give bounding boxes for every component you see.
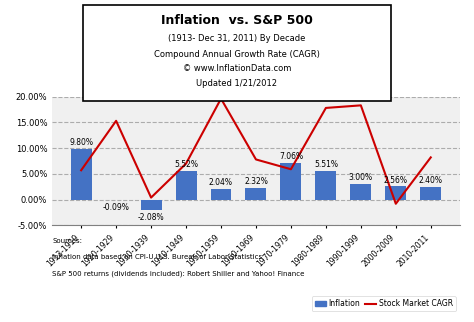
Text: 3.00%: 3.00% [349, 173, 373, 182]
Bar [385, 186, 406, 200]
Bar [315, 171, 337, 200]
Text: (1913- Dec 31, 2011) By Decade: (1913- Dec 31, 2011) By Decade [168, 34, 306, 43]
Text: Inflation data based on CPI-U U.S. Bureau of Labor Statistics: Inflation data based on CPI-U U.S. Burea… [52, 254, 262, 260]
Text: 5.51%: 5.51% [314, 160, 338, 169]
Text: -0.09%: -0.09% [103, 203, 129, 212]
Bar [350, 184, 371, 200]
Text: © www.InflationData.com: © www.InflationData.com [183, 64, 291, 73]
Text: 2.56%: 2.56% [384, 175, 408, 185]
Text: 2.32%: 2.32% [244, 177, 268, 186]
Text: Sources:: Sources: [52, 238, 82, 244]
Bar [141, 200, 162, 210]
Text: S&P 500 returns (dividends included): Robert Shiller and Yahoo! Finance: S&P 500 returns (dividends included): Ro… [52, 270, 304, 277]
Bar [281, 163, 301, 200]
Bar [420, 187, 441, 200]
Text: Inflation  vs. S&P 500: Inflation vs. S&P 500 [161, 14, 313, 27]
Text: 9.80%: 9.80% [69, 138, 93, 147]
Text: 2.40%: 2.40% [419, 176, 443, 185]
Bar [210, 189, 231, 200]
Bar [246, 188, 266, 200]
Bar [71, 149, 91, 200]
Text: Compound Annual Growth Rate (CAGR): Compound Annual Growth Rate (CAGR) [154, 50, 320, 59]
Text: 2.04%: 2.04% [209, 178, 233, 187]
Bar [175, 171, 197, 200]
Text: -2.08%: -2.08% [138, 213, 164, 222]
Text: Updated 1/21/2012: Updated 1/21/2012 [197, 79, 277, 88]
Text: 5.52%: 5.52% [174, 160, 198, 169]
Text: 7.06%: 7.06% [279, 152, 303, 161]
Legend: Inflation, Stock Market CAGR: Inflation, Stock Market CAGR [312, 296, 456, 311]
